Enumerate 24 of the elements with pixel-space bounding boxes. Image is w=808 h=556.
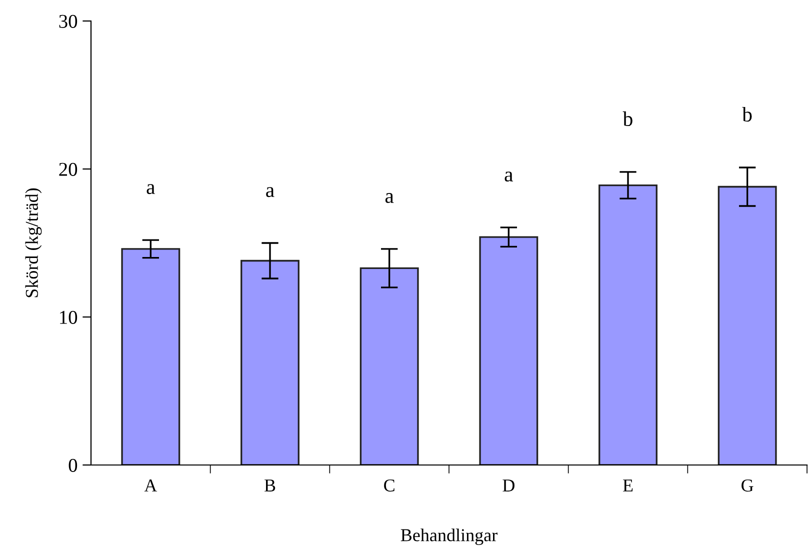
- annotation: a: [504, 172, 514, 182]
- annotation: b: [622, 111, 632, 126]
- annotation: a: [385, 193, 394, 204]
- y-tick-label: 10: [60, 310, 78, 324]
- y-tick-label: 30: [59, 14, 78, 28]
- x-tick-label: G: [742, 479, 754, 492]
- bar: [718, 186, 777, 465]
- bar: [240, 260, 300, 465]
- x-tick-label: B: [264, 480, 276, 492]
- bar: [121, 248, 180, 465]
- bar: [598, 184, 658, 465]
- y-axis-title: Skörd (kg/träd): [25, 188, 42, 298]
- x-tick-label: E: [623, 480, 633, 492]
- x-axis-title: Behandlingar: [400, 528, 498, 546]
- x-tick-label: D: [502, 480, 514, 492]
- bar: [360, 267, 419, 465]
- x-tick-label: C: [384, 479, 394, 492]
- y-tick-label: 0: [68, 458, 78, 472]
- y-tick-label: 20: [59, 162, 78, 176]
- x-tick-label: A: [144, 480, 158, 492]
- annotation: a: [146, 184, 156, 194]
- annotation: b: [742, 106, 752, 122]
- bar: [479, 236, 538, 465]
- annotation: a: [266, 187, 274, 198]
